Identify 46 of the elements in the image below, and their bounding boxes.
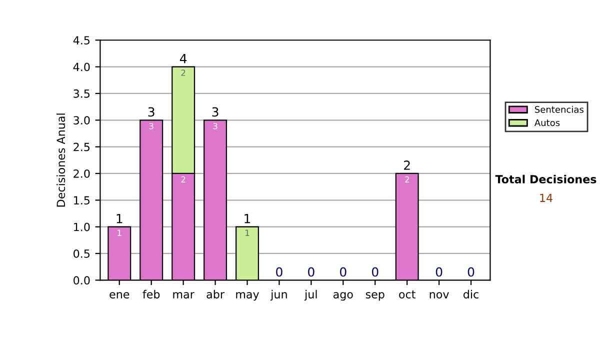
legend-label: Sentencias	[535, 106, 584, 113]
total-label: 2	[404, 160, 410, 170]
total-label: 1	[244, 214, 250, 224]
data-label: 1	[246, 230, 250, 236]
x-tick-label: nov	[430, 292, 449, 298]
x-tick-label: feb	[142, 290, 160, 298]
x-tick-label: mar	[173, 292, 194, 298]
total-label: 4	[180, 54, 187, 64]
y-tick-label: 1.0	[74, 222, 90, 232]
total-label: 0	[372, 267, 378, 277]
y-tick-label: 4.5	[73, 36, 90, 44]
total-label: 0	[436, 267, 442, 277]
y-tick-label: 3.0	[74, 116, 90, 125]
y-tick-label: 2.5	[74, 142, 90, 152]
text: Total Decisiones	[495, 174, 596, 184]
total-label: 3	[212, 107, 218, 117]
x-tick-label: jul	[304, 290, 317, 301]
total-label: 1	[116, 214, 122, 224]
data-label: 1	[118, 230, 122, 236]
y-tick-label: 0.0	[74, 276, 90, 285]
legend-label: Autos	[534, 119, 560, 126]
x-tick-label: dic	[464, 290, 478, 298]
y-tick-label: 4.0	[73, 62, 90, 72]
x-tick-label: sep	[366, 292, 384, 301]
total-label: 0	[468, 267, 474, 277]
total-label: 3	[148, 107, 154, 117]
text: 14	[540, 194, 552, 202]
data-label: 2	[181, 176, 186, 182]
y-tick-label: 2.0	[74, 169, 90, 178]
y-tick-label: 1.5	[74, 196, 90, 205]
x-tick-label: oct	[399, 290, 416, 298]
total-label: 0	[276, 267, 282, 277]
data-label: 2	[181, 70, 186, 76]
total-label: 0	[340, 267, 346, 277]
x-tick-label: may	[236, 292, 260, 301]
total-label: 0	[308, 267, 314, 277]
data-label: 2	[405, 176, 409, 182]
x-tick-label: abr	[206, 290, 224, 298]
y-axis-title: Decisiones Anual	[56, 114, 66, 207]
x-tick-label: jun	[270, 290, 287, 301]
data-label: 3	[213, 122, 218, 130]
x-tick-label: ago	[333, 292, 353, 301]
data-label: 3	[149, 122, 154, 130]
y-tick-label: 0.5	[74, 249, 90, 258]
y-tick-label: 3.5	[74, 89, 90, 98]
x-tick-label: ene	[110, 292, 130, 298]
